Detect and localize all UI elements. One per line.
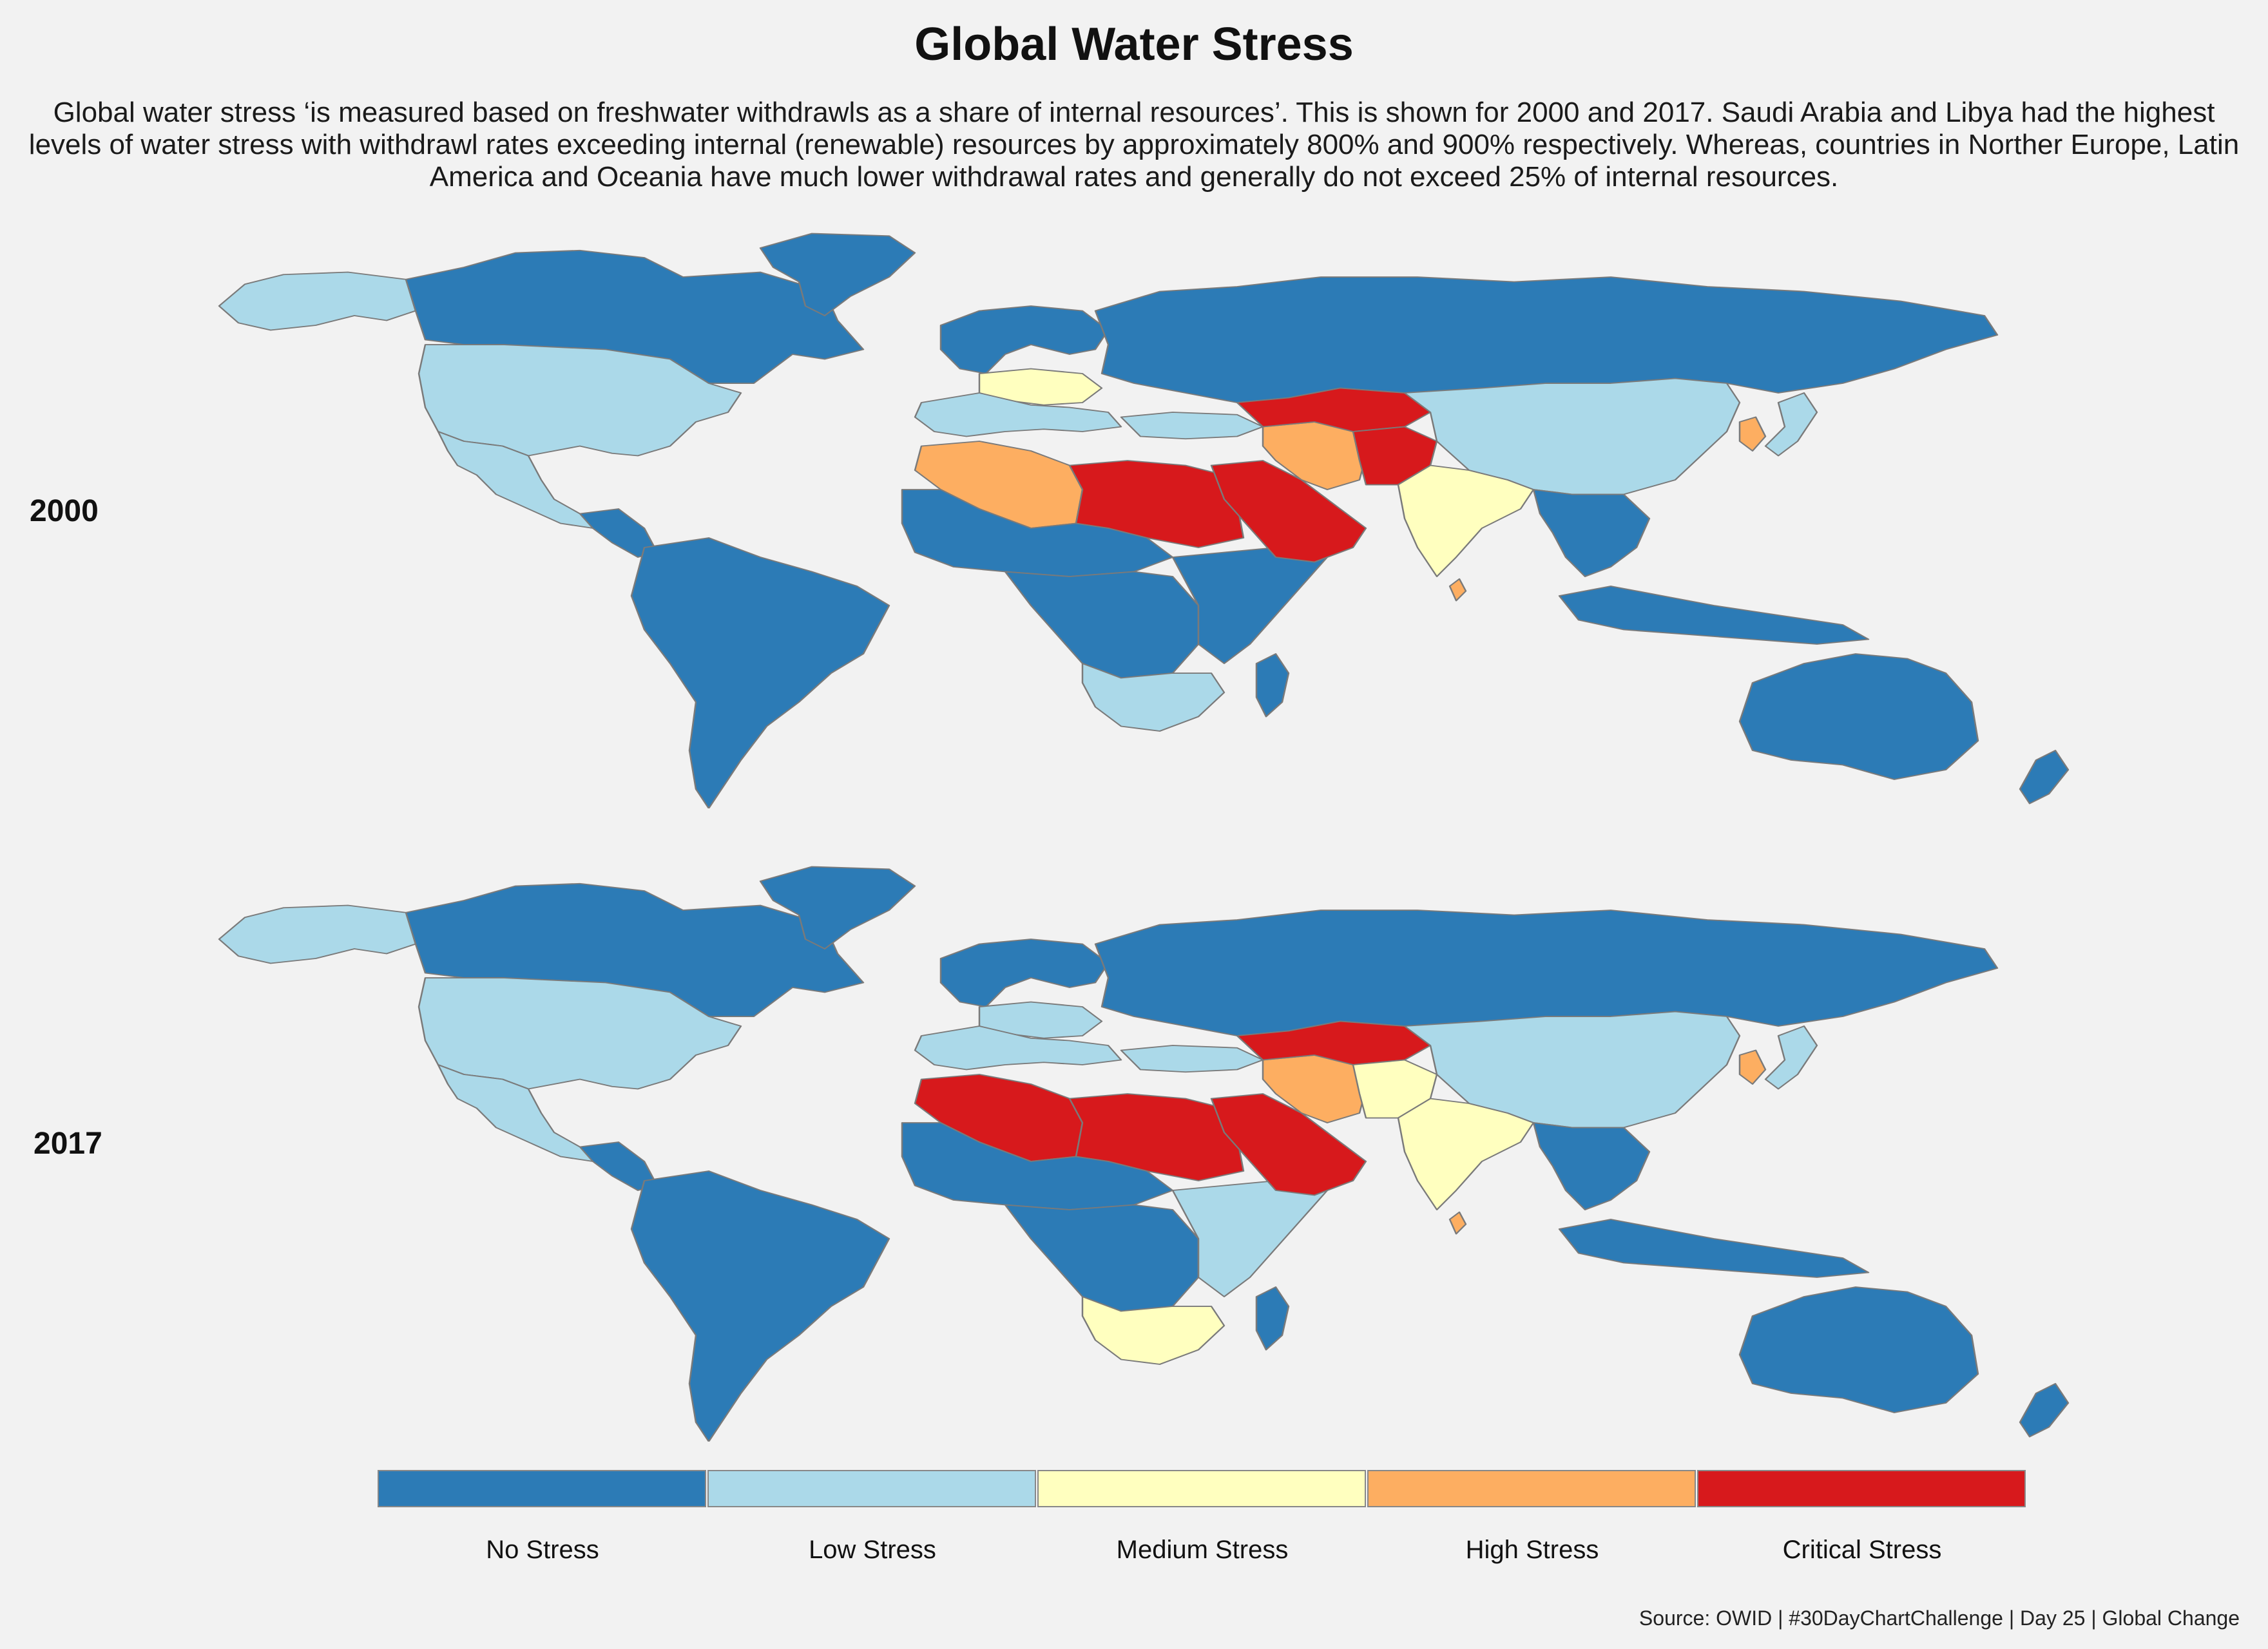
region-southern-africa xyxy=(1081,1296,1225,1365)
legend-label: No Stress xyxy=(486,1536,599,1564)
legend-item-medium-stress: Medium Stress xyxy=(1037,1470,1367,1565)
legend-swatch xyxy=(378,1470,706,1507)
region-arabia xyxy=(1210,1093,1367,1196)
region-china xyxy=(1403,377,1741,495)
region-libya-egypt xyxy=(1068,1093,1245,1181)
region-australia xyxy=(1738,653,1979,780)
region-madagascar xyxy=(1255,653,1290,718)
region-libya-egypt xyxy=(1068,460,1245,548)
world-map-2000 xyxy=(193,229,2126,808)
legend-item-no-stress: No Stress xyxy=(378,1470,707,1565)
region-india xyxy=(1397,1098,1535,1210)
region-central-africa xyxy=(1004,1204,1200,1312)
panel-label-2000: 2000 xyxy=(30,494,99,528)
region-madagascar xyxy=(1255,1286,1290,1351)
legend-label: Low Stress xyxy=(809,1536,936,1564)
world-map-2017 xyxy=(193,862,2126,1442)
region-alaska xyxy=(218,904,417,964)
region-japan xyxy=(1764,392,1818,457)
region-europe-south xyxy=(914,1025,1122,1071)
panel-label-2017: 2017 xyxy=(34,1127,102,1161)
chart-title: Global Water Stress xyxy=(914,19,1354,70)
region-east-africa xyxy=(1171,1180,1329,1297)
region-arabia xyxy=(1210,460,1367,563)
legend-label: Medium Stress xyxy=(1116,1536,1289,1564)
legend-label: High Stress xyxy=(1465,1536,1599,1564)
region-australia xyxy=(1738,1286,1979,1413)
region-central-africa xyxy=(1004,571,1200,679)
region-indonesia xyxy=(1558,1219,1870,1278)
legend-item-low-stress: Low Stress xyxy=(707,1470,1037,1565)
region-greenland xyxy=(759,866,916,949)
source-caption: Source: OWID | #30DayChartChallenge | Da… xyxy=(1639,1606,2240,1630)
region-russia xyxy=(1094,276,1999,403)
region-alaska xyxy=(218,271,417,331)
region-korea xyxy=(1738,1049,1767,1085)
region-east-africa xyxy=(1171,547,1329,664)
region-south-america xyxy=(630,537,890,808)
region-central-asia xyxy=(1236,387,1432,432)
region-greenland xyxy=(759,233,916,316)
legend-swatch xyxy=(1367,1470,1696,1507)
legend-item-high-stress: High Stress xyxy=(1367,1470,1697,1565)
region-turkey xyxy=(1120,412,1264,440)
region-sri-lanka xyxy=(1448,578,1467,602)
region-europe-north xyxy=(939,305,1110,374)
region-new-zealand xyxy=(2019,1383,2070,1438)
legend-item-critical-stress: Critical Stress xyxy=(1697,1470,2027,1565)
legend-swatch xyxy=(1037,1470,1366,1507)
color-legend: No Stress Low Stress Medium Stress High … xyxy=(378,1470,2027,1565)
region-southeast-asia xyxy=(1532,489,1651,577)
region-sri-lanka xyxy=(1448,1211,1467,1235)
region-russia xyxy=(1094,910,1999,1036)
map-svg xyxy=(218,866,2070,1442)
region-japan xyxy=(1764,1025,1818,1090)
legend-swatch xyxy=(1697,1470,2026,1507)
region-new-zealand xyxy=(2019,750,2070,805)
region-europe-north xyxy=(939,939,1110,1007)
region-europe-south xyxy=(914,392,1122,437)
region-india xyxy=(1397,464,1535,577)
chart-subtitle: Global water stress ‘is measured based o… xyxy=(28,97,2240,193)
legend-swatch xyxy=(707,1470,1036,1507)
region-turkey xyxy=(1120,1045,1264,1073)
region-china xyxy=(1403,1011,1741,1129)
region-south-america xyxy=(630,1170,890,1442)
map-svg xyxy=(218,233,2070,808)
legend-label: Critical Stress xyxy=(1782,1536,1942,1564)
region-indonesia xyxy=(1558,586,1870,645)
region-korea xyxy=(1738,416,1767,452)
region-southern-africa xyxy=(1081,663,1225,732)
region-southeast-asia xyxy=(1532,1122,1651,1210)
region-central-asia xyxy=(1236,1020,1432,1065)
